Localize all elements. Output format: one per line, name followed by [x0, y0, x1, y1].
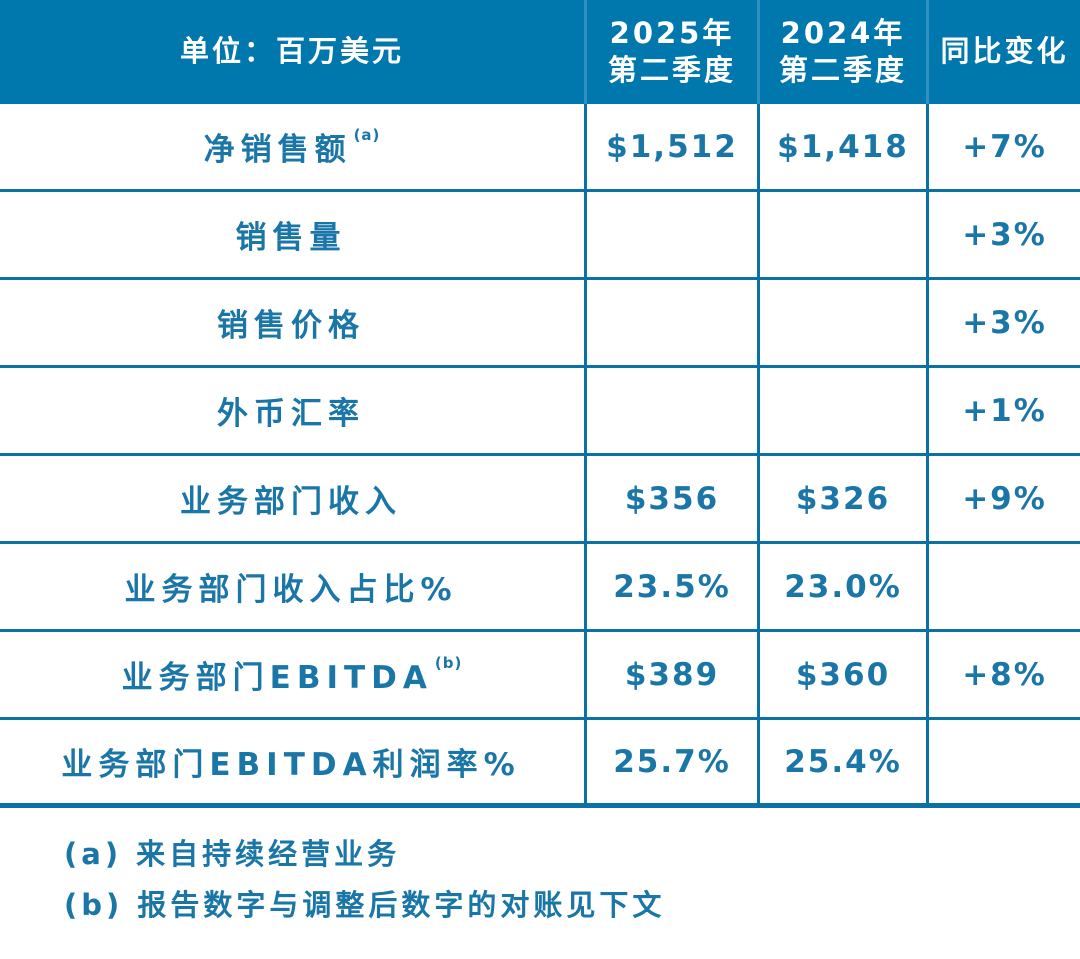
- yoy-change-value: +3%: [926, 192, 1080, 280]
- value-2024: 23.0%: [757, 544, 926, 632]
- row-label-fx-rate: 外币汇率: [0, 368, 584, 456]
- value-2024: $360: [757, 632, 926, 720]
- header-2024-quarter: 第二季度: [778, 53, 907, 87]
- header-q2-2025-cell: 2025年 第二季度: [584, 0, 757, 104]
- header-unit-cell: 单位：百万美元: [0, 0, 584, 104]
- header-yoy-change-cell: 同比变化: [926, 0, 1080, 104]
- unit-label: 单位：百万美元: [179, 34, 404, 69]
- row-label-net-sales: 净销售额 (a): [0, 104, 584, 192]
- value-2025: [584, 280, 757, 368]
- value-2025: 25.7%: [584, 720, 757, 808]
- value-2025: 23.5%: [584, 544, 757, 632]
- value-2024: [757, 280, 926, 368]
- quarterly-results-table: 单位：百万美元 2025年 第二季度 2024年 第二季度 同比变化 净销售额(…: [0, 0, 1080, 808]
- value-2024: $1,418: [757, 104, 926, 192]
- row-label-segment-ebitda: 业务部门EBITDA (b): [0, 632, 584, 720]
- header-q2-2024-cell: 2024年 第二季度: [757, 0, 926, 104]
- value-2024: $326: [757, 456, 926, 544]
- footnote-ref-b: (b): [434, 653, 463, 672]
- header-2024-year: 2024年: [780, 15, 906, 50]
- row-label-segment-income: 业务部门收入: [0, 456, 584, 544]
- footnotes: (a) 来自持续经营业务 (b) 报告数字与调整后数字的对账见下文: [64, 840, 1080, 920]
- yoy-change-value: +9%: [926, 456, 1080, 544]
- row-label-segment-income-pct: 业务部门收入占比%: [0, 544, 584, 632]
- value-2025: $1,512: [584, 104, 757, 192]
- footnote-a: (a) 来自持续经营业务: [64, 837, 401, 871]
- yoy-change-value: +1%: [926, 368, 1080, 456]
- value-2024: 25.4%: [757, 720, 926, 808]
- value-2024: [757, 368, 926, 456]
- yoy-change-value: [926, 720, 1080, 808]
- yoy-change-value: +7%: [926, 104, 1080, 192]
- yoy-change-value: [926, 544, 1080, 632]
- value-2025: $389: [584, 632, 757, 720]
- row-label-segment-ebitda-margin: 业务部门EBITDA利润率%: [0, 720, 584, 808]
- yoy-change-value: +8%: [926, 632, 1080, 720]
- footnote-b: (b) 报告数字与调整后数字的对账见下文: [64, 888, 666, 922]
- header-2025-year: 2025年: [609, 15, 735, 50]
- row-label-sales-price: 销售价格: [0, 280, 584, 368]
- value-2024: [757, 192, 926, 280]
- footnote-ref-a: (a): [353, 125, 381, 144]
- value-2025: [584, 368, 757, 456]
- yoy-change-label: 同比变化: [940, 34, 1069, 69]
- value-2025: $356: [584, 456, 757, 544]
- value-2025: [584, 192, 757, 280]
- header-2025-quarter: 第二季度: [607, 53, 736, 87]
- yoy-change-value: +3%: [926, 280, 1080, 368]
- row-label-sales-volume: 销售量: [0, 192, 584, 280]
